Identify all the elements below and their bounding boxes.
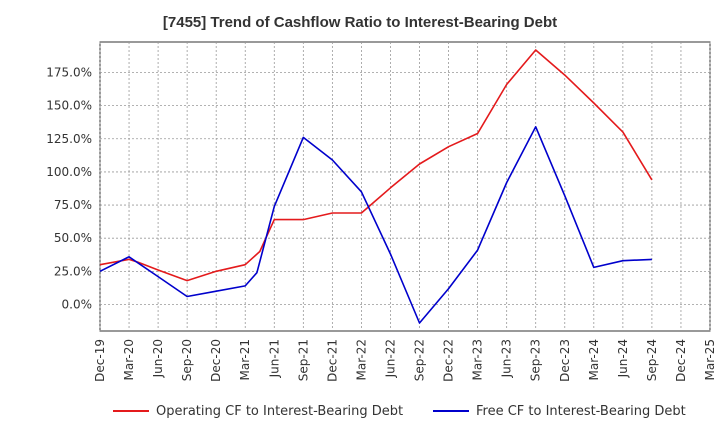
chart-title: [7455] Trend of Cashflow Ratio to Intere… bbox=[162, 14, 558, 31]
x-tick-label: Sep-24 bbox=[645, 339, 659, 381]
y-tick-label: 0.0% bbox=[62, 297, 93, 311]
grid-layer bbox=[99, 41, 711, 332]
x-tick-label: Mar-22 bbox=[354, 339, 368, 380]
y-tick-label: 25.0% bbox=[54, 264, 92, 278]
x-tick-label: Jun-22 bbox=[383, 339, 397, 378]
x-tick-label: Dec-21 bbox=[325, 339, 339, 382]
x-tick-label: Jun-20 bbox=[151, 339, 165, 378]
y-tick-label: 125.0% bbox=[46, 132, 92, 146]
x-tick-label: Mar-23 bbox=[471, 339, 485, 380]
y-tick-label: 75.0% bbox=[54, 198, 92, 212]
x-tick-label: Mar-21 bbox=[238, 339, 252, 380]
x-tick-label: Mar-20 bbox=[122, 339, 136, 380]
x-tick-label: Sep-23 bbox=[529, 339, 543, 381]
x-tick-label: Dec-23 bbox=[558, 339, 572, 382]
series-line-2 bbox=[99, 126, 652, 324]
x-tick-label: Dec-24 bbox=[674, 339, 688, 382]
legend-label-1: Operating CF to Interest-Bearing Debt bbox=[156, 404, 403, 419]
x-tick-label: Sep-22 bbox=[413, 339, 427, 381]
legend-label-2: Free CF to Interest-Bearing Debt bbox=[476, 404, 686, 419]
y-tick-label: 150.0% bbox=[46, 99, 92, 113]
series-line-1 bbox=[99, 49, 653, 282]
y-tick-label: 100.0% bbox=[46, 165, 92, 179]
x-tick-label: Jun-23 bbox=[500, 339, 514, 378]
x-tick-label: Jun-21 bbox=[267, 339, 281, 378]
series-layer bbox=[99, 49, 653, 324]
x-tick-label: Mar-24 bbox=[587, 339, 601, 380]
x-tick-label: Sep-20 bbox=[180, 339, 194, 381]
x-tick-label: Dec-20 bbox=[209, 339, 223, 382]
x-tick-label: Sep-21 bbox=[296, 339, 310, 381]
y-tick-label: 175.0% bbox=[46, 65, 92, 79]
y-tick-label: 50.0% bbox=[54, 231, 92, 245]
x-tick-label: Dec-22 bbox=[442, 339, 456, 382]
axis-layer: 0.0% 25.0% 50.0% 75.0% 100.0% 125.0% 150.0% 175… bbox=[46, 65, 717, 381]
x-tick-label: Jun-24 bbox=[616, 339, 630, 378]
legend-layer: Operating CF to Interest-Bearing Debt Fre… bbox=[113, 404, 686, 419]
x-tick-label: Mar-25 bbox=[703, 339, 717, 380]
x-tick-label: Dec-19 bbox=[93, 339, 107, 382]
